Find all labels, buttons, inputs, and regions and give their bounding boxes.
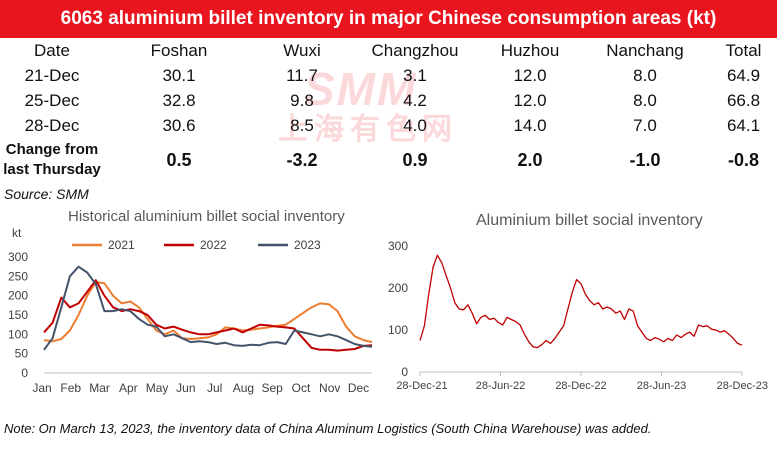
table-header-row: Date Foshan Wuxi Changzhou Huzhou Nancha… [0, 38, 777, 63]
y-tick-label: 0 [401, 365, 408, 379]
table-cell: 64.9 [726, 65, 761, 85]
change-value: -1.0 [629, 149, 661, 170]
series-line-2022 [43, 279, 373, 352]
y-tick-label: 250 [8, 269, 28, 283]
x-tick-label: 28-Jun-22 [476, 380, 526, 392]
column-header: Date [34, 40, 70, 60]
x-tick-label: May [146, 381, 169, 395]
footnote: Note: On March 13, 2023, the inventory d… [4, 421, 652, 436]
inventory-table: Date Foshan Wuxi Changzhou Huzhou Nancha… [0, 38, 777, 182]
x-tick-label: Dec [348, 381, 369, 395]
y-tick-label: 300 [388, 239, 408, 253]
change-value: 0.5 [166, 149, 192, 170]
table-cell: 12.0 [513, 65, 547, 85]
table-cell: 11.7 [286, 65, 318, 85]
table-cell: 12.0 [513, 90, 547, 110]
legend-label-2023: 2023 [294, 238, 321, 252]
table-cell: 21-Dec [24, 65, 80, 85]
change-value: 2.0 [517, 149, 543, 170]
table-cell: 30.6 [162, 115, 196, 135]
y-tick-label: 50 [15, 347, 29, 361]
legend-label-2021: 2021 [108, 238, 135, 252]
table-cell: 30.1 [162, 65, 196, 85]
table-cell: 14.0 [513, 115, 547, 135]
x-tick-label: Nov [319, 381, 340, 395]
x-tick-label: Sep [261, 381, 283, 395]
x-tick-label: 28-Jun-23 [637, 380, 687, 392]
x-tick-label: 28-Dec-22 [555, 380, 606, 392]
x-tick-label: 28-Dec-21 [396, 380, 447, 392]
column-header: Nanchang [606, 40, 684, 60]
y-tick-label: 0 [21, 366, 28, 380]
y-tick-label: 100 [388, 323, 408, 337]
change-row: Change from last Thursday 0.5 -3.2 0.9 2… [0, 138, 777, 182]
table-cell: 28-Dec [24, 115, 80, 135]
legend-label-2022: 2022 [200, 238, 227, 252]
table-cell: 64.1 [726, 115, 761, 135]
x-tick-label: Oct [292, 381, 311, 395]
change-value: -3.2 [286, 149, 318, 170]
y-tick-label: 150 [8, 308, 28, 322]
source-caption: Source: SMM [4, 186, 89, 202]
right-chart-title: Aluminium billet social inventory [476, 212, 703, 229]
table-cell: 4.2 [403, 90, 427, 110]
table-cell: 9.8 [290, 90, 314, 110]
x-tick-label: Jan [32, 381, 51, 395]
inventory-series-line [419, 254, 743, 349]
x-tick-label: Jul [207, 381, 222, 395]
table-cell: 8.0 [633, 90, 657, 110]
page-title: 6063 aluminium billet inventory in major… [0, 0, 777, 38]
x-tick-label: Apr [119, 381, 138, 395]
y-tick-label: 200 [388, 281, 408, 295]
table-row: 25-Dec 32.8 9.8 4.2 12.0 8.0 66.8 [0, 88, 777, 113]
series-line-2021 [43, 281, 373, 344]
social-inventory-chart: 0 100 200 300 28-Dec-21 28-Jun-22 28-Dec-22 28-… [388, 239, 768, 392]
y-axis-label: kt [12, 226, 22, 240]
x-tick-label: Aug [233, 381, 254, 395]
table-cell: 7.0 [633, 115, 657, 135]
change-label-line2: last Thursday [3, 161, 101, 178]
x-tick-label: Feb [60, 381, 81, 395]
column-header: Foshan [150, 40, 208, 60]
x-tick-label: 28-Dec-23 [717, 380, 768, 392]
table-cell: 66.8 [726, 90, 761, 110]
y-tick-label: 200 [8, 289, 28, 303]
column-header: Changzhou [371, 40, 459, 60]
series-line-2023 [43, 265, 373, 351]
column-header: Wuxi [283, 40, 321, 60]
historical-inventory-chart: kt 0 50 100 150 200 250 300 Jan Feb Mar Apr May Jun Ju… [8, 226, 373, 395]
left-chart-title: Historical aluminium billet social inven… [68, 208, 345, 225]
table-row: 28-Dec 30.6 8.5 4.0 14.0 7.0 64.1 [0, 113, 777, 138]
y-tick-label: 300 [8, 250, 28, 264]
change-label: Change from last Thursday [0, 138, 104, 182]
change-value: -0.8 [727, 149, 760, 170]
table-cell: 8.0 [633, 65, 657, 85]
change-value: 0.9 [402, 149, 428, 170]
change-label-line1: Change from [5, 141, 99, 158]
table-cell: 8.5 [290, 115, 314, 135]
table-cell: 25-Dec [24, 90, 80, 110]
table-row: 21-Dec 30.1 11.7 3.1 12.0 8.0 64.9 [0, 63, 777, 88]
table-cell: 3.1 [403, 65, 427, 85]
column-header: Huzhou [500, 40, 560, 60]
x-tick-label: Mar [89, 381, 110, 395]
table-cell: 4.0 [403, 115, 427, 135]
column-header: Total [725, 40, 762, 60]
x-tick-label: Jun [176, 381, 195, 395]
y-tick-label: 100 [8, 327, 28, 341]
table-cell: 32.8 [162, 90, 196, 110]
